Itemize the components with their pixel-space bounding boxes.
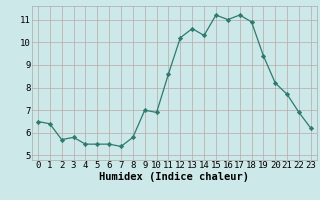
X-axis label: Humidex (Indice chaleur): Humidex (Indice chaleur) — [100, 172, 249, 182]
